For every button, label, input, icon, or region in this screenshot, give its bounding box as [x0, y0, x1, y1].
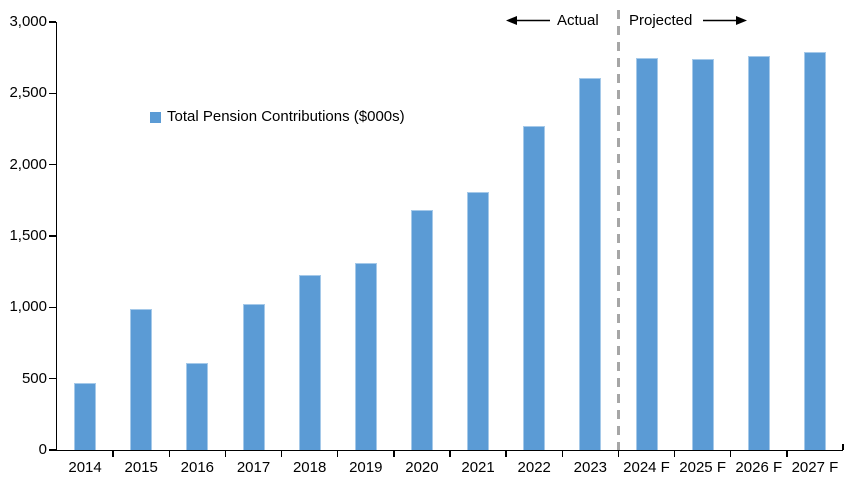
- y-tick: [49, 449, 56, 451]
- x-tick-label: 2019: [349, 459, 383, 476]
- bar-2023: [579, 78, 601, 450]
- y-tick-label: 1,000: [9, 298, 47, 316]
- x-tick: [224, 451, 227, 457]
- y-tick: [49, 235, 56, 237]
- bar-2015: [130, 309, 152, 450]
- actual-projected-divider-line: [616, 10, 620, 450]
- x-tick-label: 2022: [517, 459, 551, 476]
- x-tick: [729, 451, 732, 457]
- y-axis-line: [55, 22, 57, 451]
- y-tick-label: 2,500: [9, 84, 47, 102]
- y-tick: [49, 163, 56, 166]
- x-tick: [617, 451, 620, 457]
- x-tick-label: 2027 F: [791, 459, 839, 476]
- legend-label: Total Pension Contributions ($000s): [167, 108, 405, 125]
- x-tick-label: 2020: [405, 459, 439, 476]
- bar-2021: [467, 192, 489, 450]
- y-tick: [49, 92, 56, 95]
- x-tick: [168, 451, 171, 457]
- arrow-right-icon: [703, 16, 747, 25]
- x-tick: [842, 444, 844, 450]
- x-tick: [786, 451, 788, 457]
- legend: Total Pension Contributions ($000s): [150, 108, 405, 126]
- y-tick-label: 3,000: [9, 13, 47, 30]
- bar-2014: [74, 383, 96, 450]
- x-tick: [336, 451, 339, 457]
- x-tick-label: 2026 F: [735, 459, 783, 476]
- projected-label: Projected: [629, 12, 693, 29]
- x-tick-label: 2025 F: [679, 459, 726, 476]
- y-tick-label: 0: [38, 441, 47, 458]
- plot-area: [57, 22, 843, 450]
- x-tick-label: 2016: [180, 459, 215, 476]
- x-tick: [449, 451, 451, 457]
- bar-2027-f: [804, 52, 826, 450]
- x-tick-label: 2014: [68, 459, 102, 476]
- bar-2022: [523, 126, 545, 450]
- x-tick: [561, 451, 564, 457]
- x-axis-line: [55, 449, 843, 451]
- x-tick: [673, 451, 676, 457]
- x-tick-label: 2024 F: [623, 459, 670, 476]
- y-tick-label: 1,500: [9, 227, 47, 244]
- bar-2016: [186, 363, 208, 450]
- y-tick: [49, 21, 56, 23]
- y-tick: [49, 306, 56, 309]
- actual-label: Actual: [557, 12, 599, 29]
- bar-2019: [355, 263, 377, 450]
- bar-2017: [243, 304, 265, 450]
- legend-marker-icon: [150, 111, 161, 123]
- bar-2024-f: [636, 58, 658, 450]
- bar-2026-f: [748, 56, 770, 450]
- x-tick-label: 2018: [292, 459, 327, 476]
- x-tick-label: 2015: [124, 459, 158, 476]
- bar-2020: [411, 210, 433, 450]
- x-tick-label: 2017: [236, 459, 271, 476]
- y-tick-label: 500: [21, 369, 47, 387]
- x-tick-label: 2021: [461, 459, 495, 476]
- x-tick: [505, 451, 507, 457]
- x-tick: [112, 451, 114, 457]
- x-tick-label: 2023: [573, 459, 608, 476]
- bar-2018: [299, 275, 321, 450]
- y-tick: [49, 377, 56, 380]
- arrow-left-icon: [506, 16, 550, 25]
- bar-2025-f: [692, 59, 714, 450]
- x-tick: [393, 451, 395, 457]
- y-tick-label: 2,000: [9, 155, 47, 173]
- x-tick: [280, 451, 283, 457]
